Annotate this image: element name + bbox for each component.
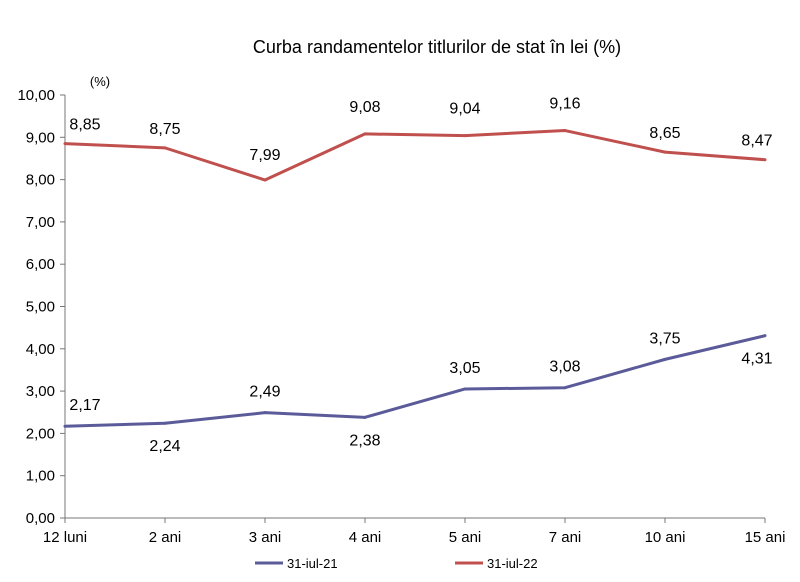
y-tick-label: 7,00 (26, 214, 55, 231)
data-label: 8,47 (741, 133, 772, 150)
data-label: 8,65 (649, 125, 680, 142)
data-label: 2,24 (149, 438, 180, 455)
legend-label: 31-iul-22 (487, 556, 538, 571)
data-point (563, 129, 567, 133)
x-tick-label: 12 luni (43, 529, 87, 546)
data-point (463, 134, 467, 138)
data-point (63, 142, 67, 146)
y-tick-label: 9,00 (26, 129, 55, 146)
data-point (163, 421, 167, 425)
data-label: 2,49 (249, 384, 280, 401)
data-point (263, 411, 267, 415)
legend-label: 31-iul-21 (287, 556, 338, 571)
y-tick-label: 1,00 (26, 468, 55, 485)
data-label: 8,75 (149, 121, 180, 138)
data-point (563, 386, 567, 390)
legend: 31-iul-21 31-iul-22 (255, 556, 538, 571)
y-tick-label: 3,00 (26, 383, 55, 400)
data-point (763, 158, 767, 162)
x-tick-label: 5 ani (449, 529, 482, 546)
data-point (663, 357, 667, 361)
data-point (263, 178, 267, 182)
axes: 0,00 1,00 2,00 3,00 4,00 5,00 6,00 7,00 8,00 9,00… (17, 87, 785, 546)
y-tick-label: 0,00 (26, 510, 55, 527)
x-tick-label: 10 ani (645, 529, 686, 546)
x-tick-label: 3 ani (249, 529, 282, 546)
data-label: 9,16 (549, 96, 580, 113)
data-point (663, 150, 667, 154)
y-tick-label: 4,00 (26, 341, 55, 358)
series-line-1 (64, 334, 766, 428)
x-tick-label: 4 ani (349, 529, 382, 546)
x-tick-label: 2 ani (149, 529, 182, 546)
data-label: 8,85 (69, 117, 100, 134)
data-label: 4,31 (741, 351, 772, 368)
data-label: 9,04 (449, 101, 480, 118)
y-tick-label: 6,00 (26, 256, 55, 273)
series-line-2 (64, 129, 766, 182)
x-tick-label: 15 ani (745, 529, 786, 546)
data-label: 3,05 (449, 360, 480, 377)
chart-title: Curba randamentelor titlurilor de stat î… (253, 37, 621, 57)
data-label: 7,99 (249, 147, 280, 164)
y-tick-label: 8,00 (26, 172, 55, 189)
data-label: 2,17 (69, 397, 100, 414)
data-point (63, 424, 67, 428)
data-point (363, 132, 367, 136)
data-point (763, 334, 767, 338)
data-label: 2,38 (349, 432, 380, 449)
x-tick-label: 7 ani (549, 529, 582, 546)
data-point (163, 146, 167, 150)
y-tick-label: 5,00 (26, 299, 55, 316)
y-tick-label: 2,00 (26, 425, 55, 442)
unit-label: (%) (90, 74, 110, 89)
series-layer (63, 129, 767, 428)
y-tick-label: 10,00 (17, 87, 55, 104)
data-point (363, 415, 367, 419)
data-point (463, 387, 467, 391)
data-label: 3,75 (649, 330, 680, 347)
data-labels: 2,17 2,24 2,49 2,38 3,05 3,08 3,75 4,31 8,85 8,75… (69, 96, 772, 456)
data-label: 9,08 (349, 99, 380, 116)
data-label: 3,08 (549, 359, 580, 376)
